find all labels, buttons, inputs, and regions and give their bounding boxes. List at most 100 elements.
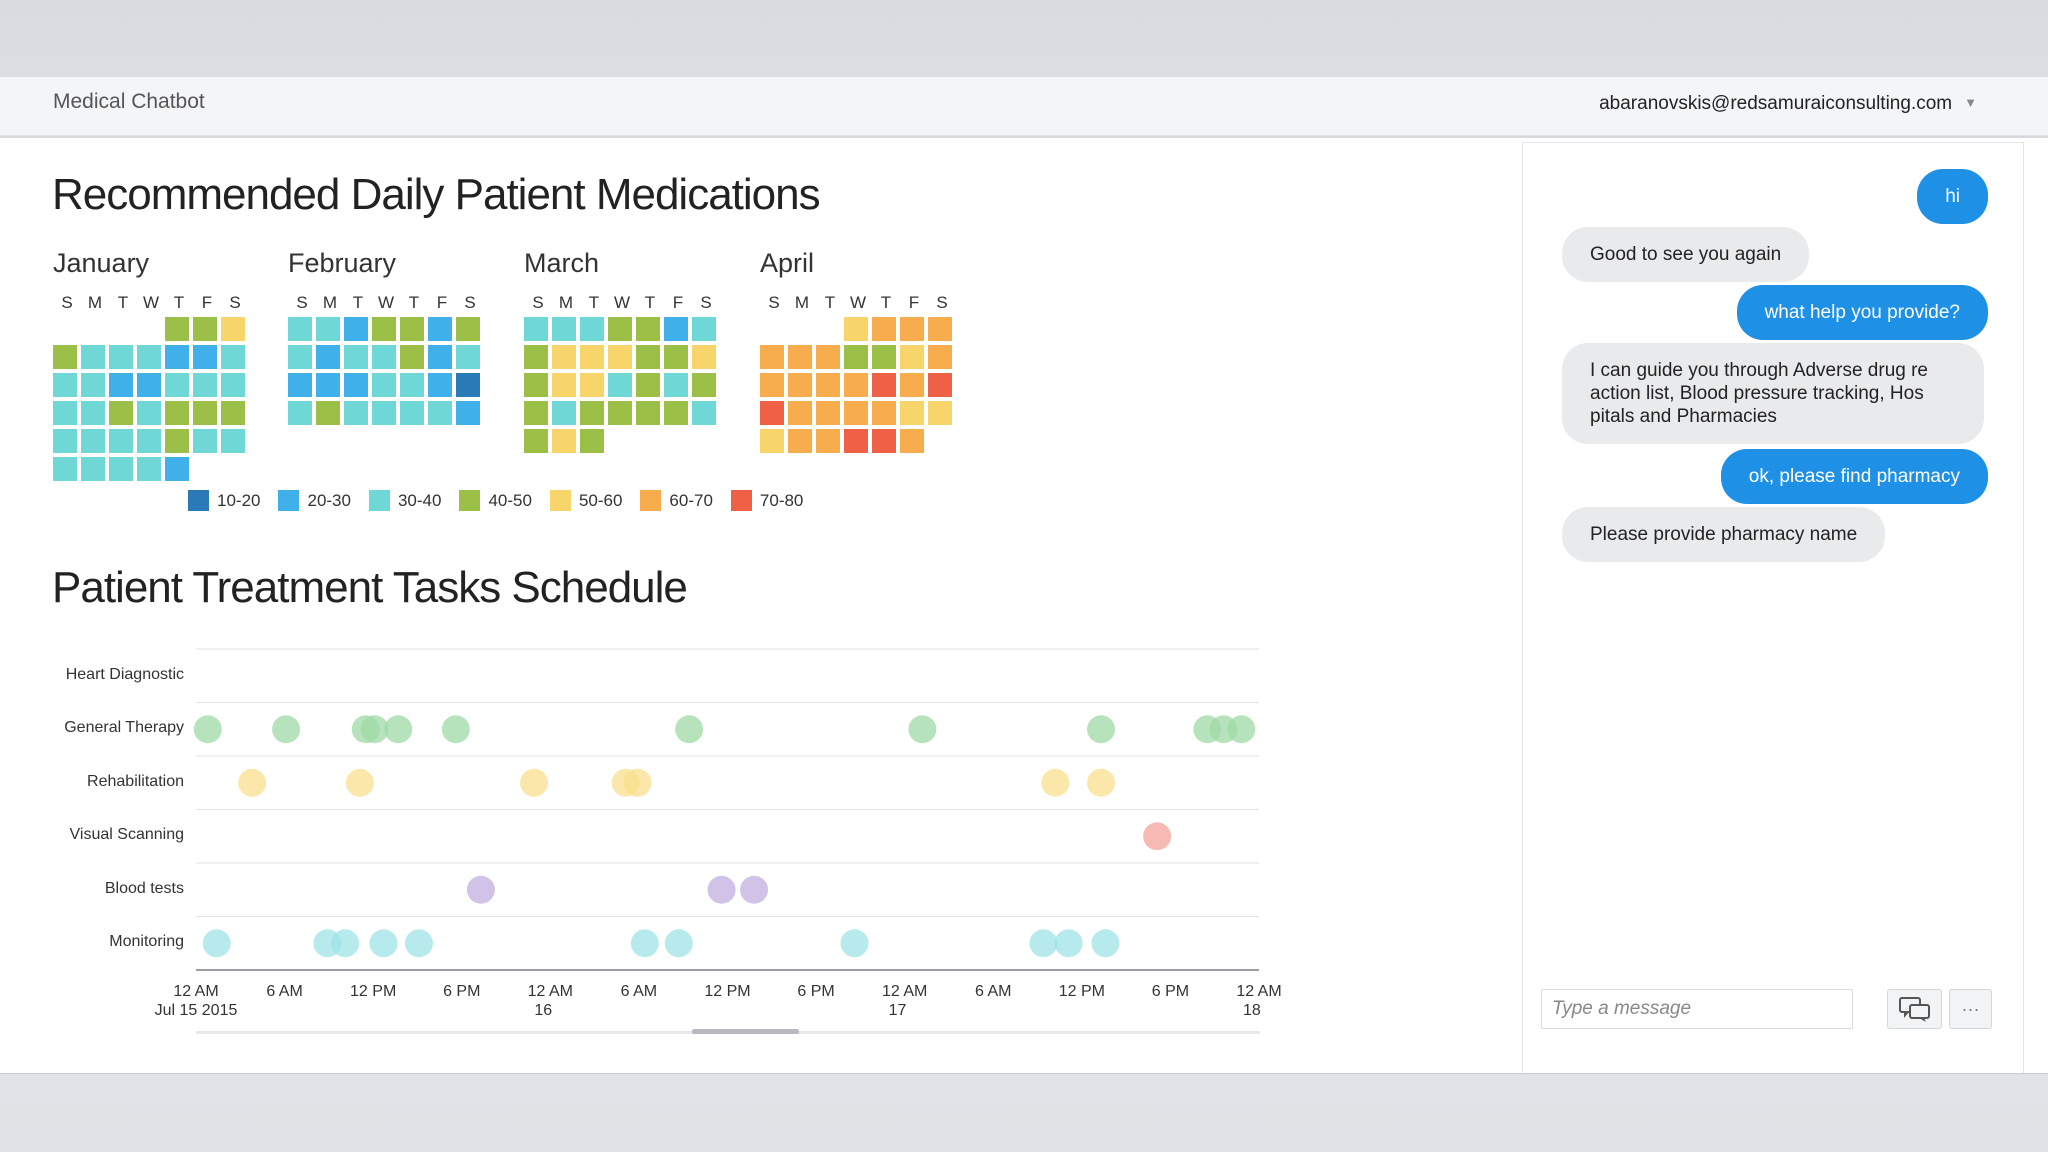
day-cell[interactable] — [900, 345, 924, 369]
day-cell[interactable] — [288, 317, 312, 341]
task-dot[interactable] — [272, 715, 301, 744]
day-cell[interactable] — [636, 401, 660, 425]
day-cell[interactable] — [53, 373, 77, 397]
chevron-down-icon[interactable]: ▼ — [1964, 95, 1977, 110]
day-cell[interactable] — [788, 429, 812, 453]
task-dot[interactable] — [1227, 715, 1256, 744]
day-cell[interactable] — [165, 373, 189, 397]
day-cell[interactable] — [344, 317, 368, 341]
day-cell[interactable] — [900, 401, 924, 425]
day-cell[interactable] — [692, 373, 716, 397]
day-cell[interactable] — [608, 345, 632, 369]
day-cell[interactable] — [109, 429, 133, 453]
day-cell[interactable] — [872, 345, 896, 369]
day-cell[interactable] — [109, 345, 133, 369]
day-cell[interactable] — [344, 345, 368, 369]
day-cell[interactable] — [316, 373, 340, 397]
day-cell[interactable] — [221, 429, 245, 453]
day-cell[interactable] — [137, 457, 161, 481]
day-cell[interactable] — [552, 373, 576, 397]
day-cell[interactable] — [552, 401, 576, 425]
day-cell[interactable] — [580, 401, 604, 425]
day-cell[interactable] — [344, 401, 368, 425]
day-cell[interactable] — [372, 345, 396, 369]
day-cell[interactable] — [165, 457, 189, 481]
day-cell[interactable] — [193, 317, 217, 341]
day-cell[interactable] — [664, 345, 688, 369]
day-cell[interactable] — [316, 345, 340, 369]
day-cell[interactable] — [193, 401, 217, 425]
day-cell[interactable] — [844, 401, 868, 425]
day-cell[interactable] — [456, 401, 480, 425]
task-dot[interactable] — [840, 929, 869, 958]
day-cell[interactable] — [928, 373, 952, 397]
day-cell[interactable] — [760, 429, 784, 453]
day-cell[interactable] — [456, 373, 480, 397]
day-cell[interactable] — [81, 457, 105, 481]
task-dot[interactable] — [466, 875, 495, 904]
user-menu[interactable]: abaranovskis@redsamuraiconsulting.com ▼ — [1599, 93, 1977, 115]
day-cell[interactable] — [788, 401, 812, 425]
day-cell[interactable] — [81, 345, 105, 369]
task-dot[interactable] — [404, 929, 433, 958]
day-cell[interactable] — [524, 345, 548, 369]
task-dot[interactable] — [384, 715, 413, 744]
day-cell[interactable] — [552, 317, 576, 341]
task-dot[interactable] — [675, 715, 704, 744]
day-cell[interactable] — [608, 401, 632, 425]
task-dot[interactable] — [441, 715, 470, 744]
day-cell[interactable] — [165, 401, 189, 425]
day-cell[interactable] — [221, 401, 245, 425]
day-cell[interactable] — [400, 317, 424, 341]
day-cell[interactable] — [552, 345, 576, 369]
day-cell[interactable] — [636, 317, 660, 341]
task-dot[interactable] — [360, 715, 389, 744]
task-dot[interactable] — [623, 768, 652, 797]
day-cell[interactable] — [53, 401, 77, 425]
day-cell[interactable] — [760, 345, 784, 369]
task-dot[interactable] — [908, 715, 937, 744]
day-cell[interactable] — [872, 317, 896, 341]
task-dot[interactable] — [238, 768, 267, 797]
day-cell[interactable] — [372, 317, 396, 341]
task-dot[interactable] — [1054, 929, 1083, 958]
day-cell[interactable] — [872, 401, 896, 425]
day-cell[interactable] — [900, 317, 924, 341]
day-cell[interactable] — [109, 373, 133, 397]
day-cell[interactable] — [428, 317, 452, 341]
day-cell[interactable] — [137, 429, 161, 453]
day-cell[interactable] — [580, 373, 604, 397]
day-cell[interactable] — [344, 373, 368, 397]
day-cell[interactable] — [221, 373, 245, 397]
day-cell[interactable] — [608, 317, 632, 341]
day-cell[interactable] — [372, 373, 396, 397]
more-options-button[interactable]: ··· — [1949, 989, 1992, 1029]
task-dot[interactable] — [707, 875, 736, 904]
task-dot[interactable] — [1041, 768, 1070, 797]
day-cell[interactable] — [81, 429, 105, 453]
day-cell[interactable] — [109, 401, 133, 425]
day-cell[interactable] — [692, 317, 716, 341]
send-button[interactable] — [1887, 989, 1942, 1029]
task-dot[interactable] — [1029, 929, 1058, 958]
day-cell[interactable] — [760, 401, 784, 425]
task-dot[interactable] — [1087, 768, 1116, 797]
day-cell[interactable] — [400, 373, 424, 397]
day-cell[interactable] — [193, 373, 217, 397]
task-dot[interactable] — [520, 768, 549, 797]
day-cell[interactable] — [137, 345, 161, 369]
day-cell[interactable] — [428, 373, 452, 397]
day-cell[interactable] — [844, 317, 868, 341]
task-dot[interactable] — [1091, 929, 1120, 958]
day-cell[interactable] — [288, 345, 312, 369]
day-cell[interactable] — [788, 373, 812, 397]
task-dot[interactable] — [331, 929, 360, 958]
day-cell[interactable] — [316, 401, 340, 425]
day-cell[interactable] — [928, 345, 952, 369]
day-cell[interactable] — [636, 373, 660, 397]
task-dot[interactable] — [740, 875, 769, 904]
day-cell[interactable] — [428, 401, 452, 425]
day-cell[interactable] — [692, 401, 716, 425]
day-cell[interactable] — [288, 401, 312, 425]
day-cell[interactable] — [816, 373, 840, 397]
